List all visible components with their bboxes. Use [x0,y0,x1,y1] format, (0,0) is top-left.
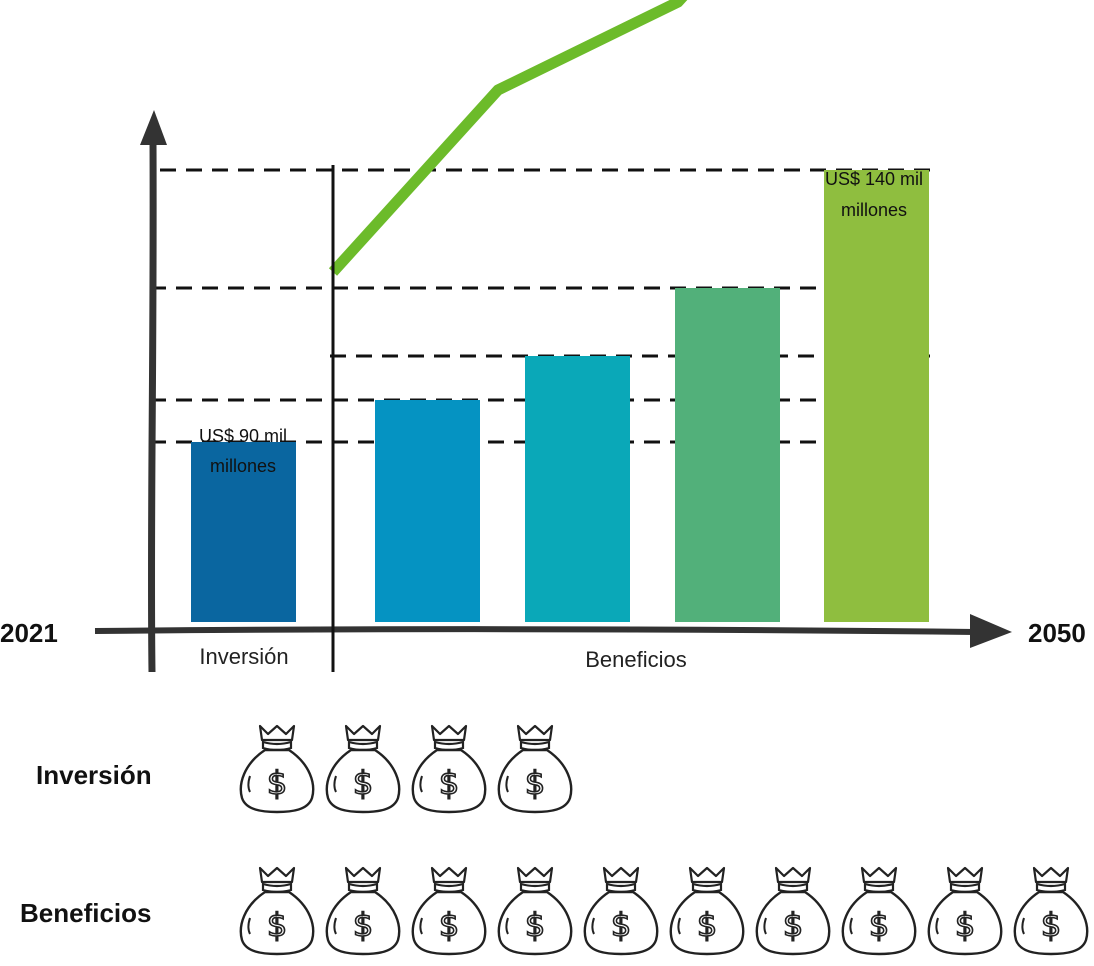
annotation-inversion-line1: US$ 90 mil [199,426,287,446]
svg-text:$: $ [525,764,545,802]
group-label-beneficios: Beneficios [585,647,687,672]
money-bag-icon: $ [322,722,404,814]
chart: 2021 2050 Inversión Beneficios US$ 90 mi… [0,0,1086,673]
money-bag-icon: $ [236,722,318,814]
money-bag-icon: $ [838,864,920,956]
y-axis-arrowhead [140,110,167,145]
svg-text:$: $ [869,906,889,944]
money-bag-icon: $ [1010,864,1092,956]
bar [824,170,929,622]
money-bag-icon: $ [236,864,318,956]
x-axis-arrowhead [970,614,1012,648]
money-bag-icon: $ [924,864,1006,956]
x-start-label: 2021 [0,618,58,648]
x-axis [94,626,976,635]
bar [375,400,480,622]
group-label-inversion: Inversión [199,644,288,669]
money-bag-icon: $ [580,864,662,956]
trend-line [328,0,688,276]
bar [675,288,780,622]
svg-text:$: $ [1041,906,1061,944]
investment-bags: $ $ $ $ [236,722,576,814]
benefits-row-label: Beneficios [20,898,152,928]
annotation-beneficios-line2: millones [841,200,907,220]
money-bag-icon: $ [666,864,748,956]
bar [191,442,296,622]
svg-text:$: $ [955,906,975,944]
annotation-beneficios-line1: US$ 140 mil [825,169,923,189]
money-bag-icon: $ [322,864,404,956]
bar [525,356,630,622]
y-axis [147,139,157,673]
money-bag-icon: $ [408,864,490,956]
bars [191,170,929,622]
investment-row-label: Inversión [36,760,152,790]
money-bag-icon: $ [408,722,490,814]
svg-text:$: $ [267,906,287,944]
svg-text:$: $ [611,906,631,944]
svg-text:$: $ [267,764,287,802]
annotation-inversion-line2: millones [210,456,276,476]
svg-text:$: $ [439,906,459,944]
svg-text:$: $ [353,764,373,802]
benefits-bags: $ $ $ $ $ $ $ [236,864,1092,956]
svg-text:$: $ [525,906,545,944]
svg-text:$: $ [439,764,459,802]
money-bag-icon: $ [752,864,834,956]
svg-text:$: $ [353,906,373,944]
x-end-label: 2050 [1028,618,1086,648]
svg-text:$: $ [783,906,803,944]
money-bag-icon: $ [494,864,576,956]
svg-text:$: $ [697,906,717,944]
money-bag-icon: $ [494,722,576,814]
